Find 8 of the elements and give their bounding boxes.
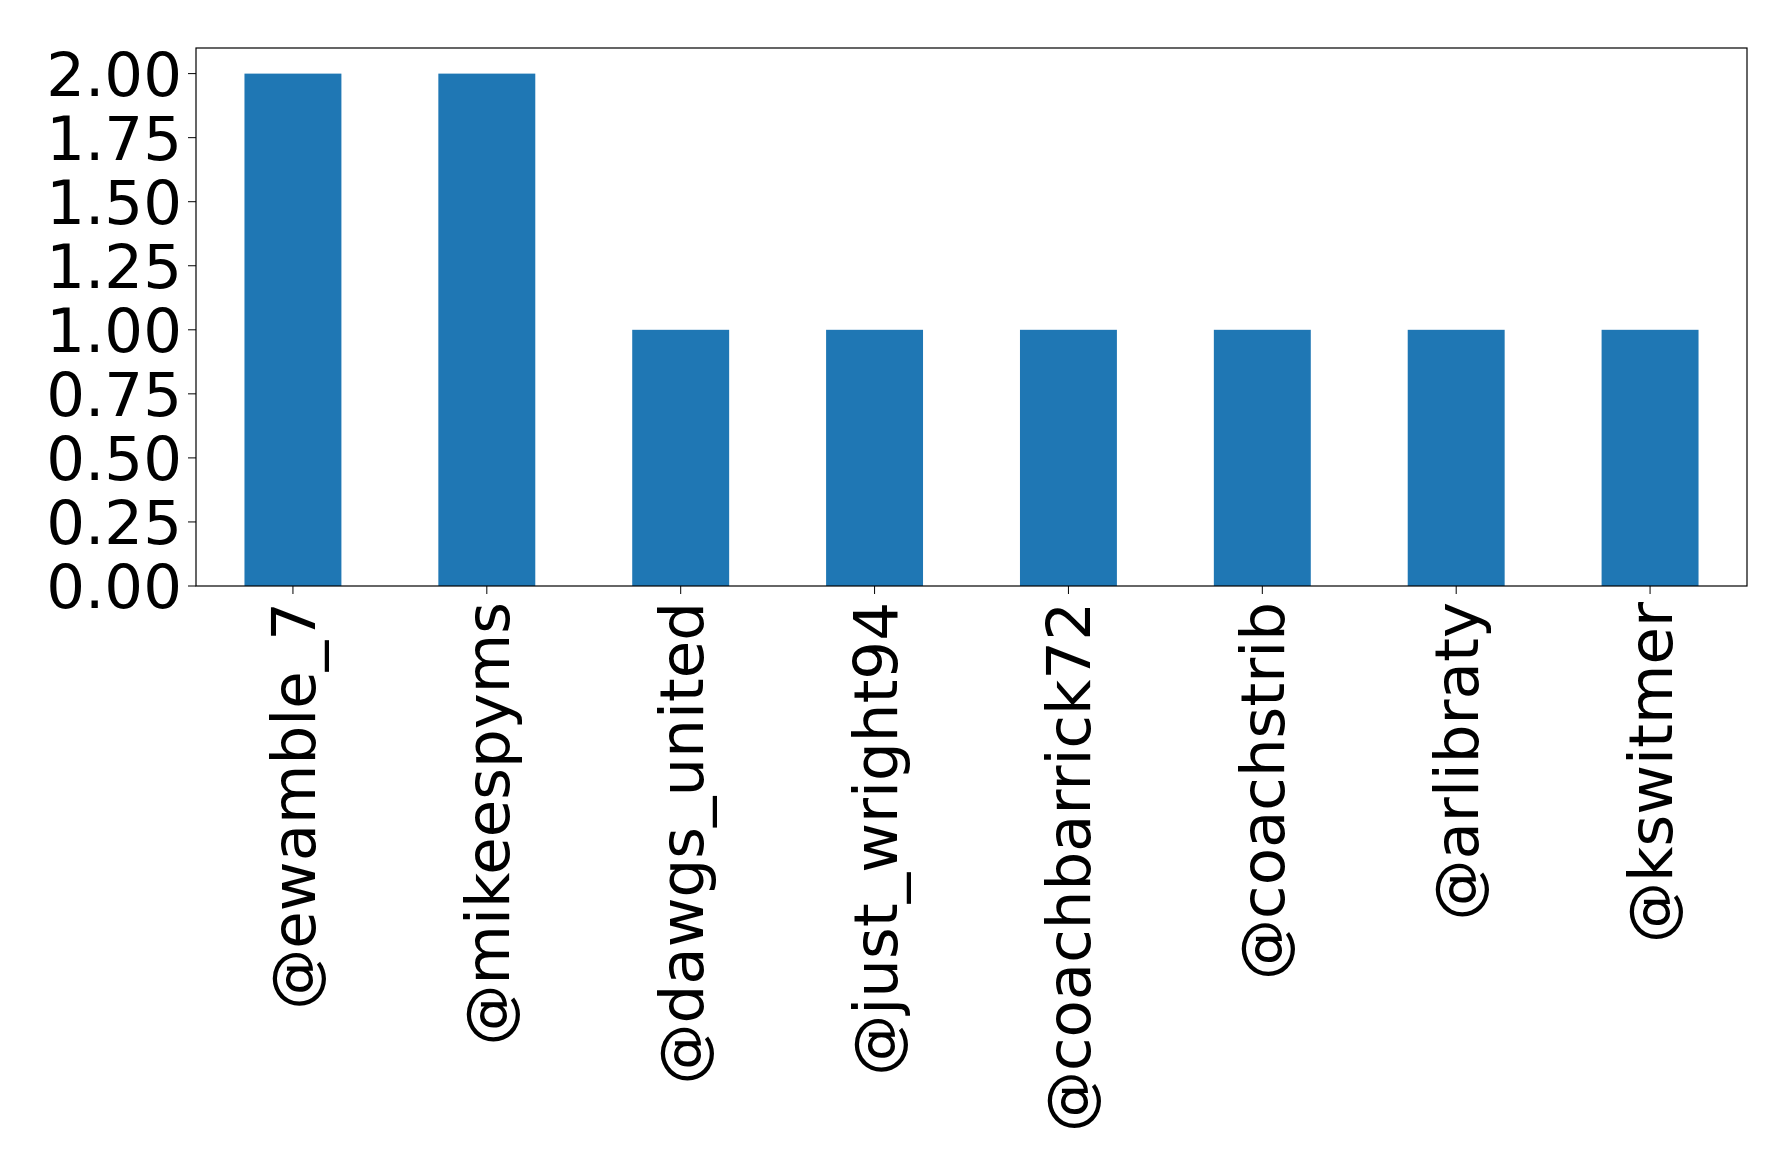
x-tick-label: @dawgs_united [645,602,717,1085]
x-tick-label: @kswitmer [1615,601,1687,943]
x-tick-label: @coachbarrick72 [1033,602,1105,1133]
x-tick-label: @just_wright94 [839,602,911,1076]
x-tick-label: @coachstrib [1227,602,1299,980]
x-tick-label: @mikeespyms [451,602,523,1046]
x-tick-label: @arlibraty [1421,602,1493,921]
x-tick-label: @ewamble_7 [257,602,329,1010]
